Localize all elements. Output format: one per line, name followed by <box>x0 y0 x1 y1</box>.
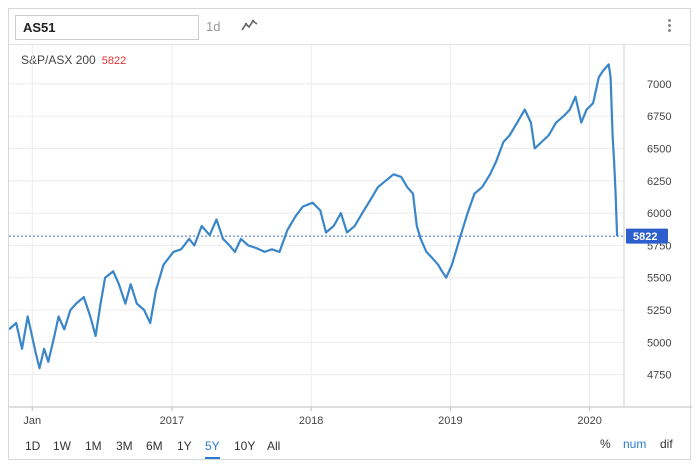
range-button-1w[interactable]: 1W <box>53 439 71 453</box>
last-price-tag-text: 5822 <box>633 231 657 243</box>
symbol-input[interactable] <box>15 15 199 40</box>
series-legend: S&P/ASX 200 5822 <box>21 53 126 67</box>
y-tick-label: 5000 <box>647 337 671 349</box>
range-button-5y[interactable]: 5Y <box>205 437 220 459</box>
range-button-1m[interactable]: 1M <box>85 439 102 453</box>
scale-button-percent[interactable]: % <box>600 437 611 451</box>
range-bar: 1D 1W 1M 3M 6M 1Y 5Y 10Y All % num dif <box>9 434 690 461</box>
y-tick-label: 5500 <box>647 273 671 285</box>
range-button-1y[interactable]: 1Y <box>177 439 192 453</box>
last-price-tag: 5822 <box>626 228 668 244</box>
x-tick-label: 2019 <box>438 415 462 427</box>
y-tick-label: 5250 <box>647 305 671 317</box>
range-button-3m[interactable]: 3M <box>116 439 133 453</box>
x-axis: Jan 2017 2018 2019 2020 <box>23 407 602 427</box>
y-tick-label: 6000 <box>647 208 671 220</box>
x-tick-label: 2017 <box>160 415 184 427</box>
range-button-6m[interactable]: 6M <box>146 439 163 453</box>
last-price-tag-bg <box>626 228 668 244</box>
y-tick-label: 4750 <box>647 370 671 382</box>
grid-lines <box>9 45 624 407</box>
toolbar: 1d <box>9 9 690 45</box>
range-button-1d[interactable]: 1D <box>25 439 41 453</box>
price-chart[interactable]: Jan 2017 2018 2019 2020 47505000525055005750… <box>9 9 692 434</box>
legend-name: S&P/ASX 200 <box>21 53 96 67</box>
interval-button[interactable]: 1d <box>206 19 221 34</box>
x-tick-label: 2018 <box>299 415 323 427</box>
line-chart-icon[interactable] <box>241 18 259 37</box>
range-button-all[interactable]: All <box>267 439 281 453</box>
scale-button-num[interactable]: num <box>623 437 647 451</box>
x-tick-label: Jan <box>23 415 41 427</box>
y-tick-label: 6250 <box>647 176 671 188</box>
y-tick-label: 7000 <box>647 79 671 91</box>
x-tick-label: 2020 <box>577 415 601 427</box>
series-line <box>9 63 619 370</box>
range-button-10y[interactable]: 10Y <box>234 439 256 453</box>
scale-button-dif[interactable]: dif <box>660 437 673 451</box>
y-tick-label: 6500 <box>647 143 671 155</box>
chart-widget: 1d S&P/ASX 200 5822 Jan 2017 2018 2019 2020 4… <box>8 8 692 461</box>
y-tick-label: 6750 <box>647 111 671 123</box>
legend-value: 5822 <box>101 55 127 67</box>
kebab-menu-icon[interactable] <box>664 17 674 37</box>
